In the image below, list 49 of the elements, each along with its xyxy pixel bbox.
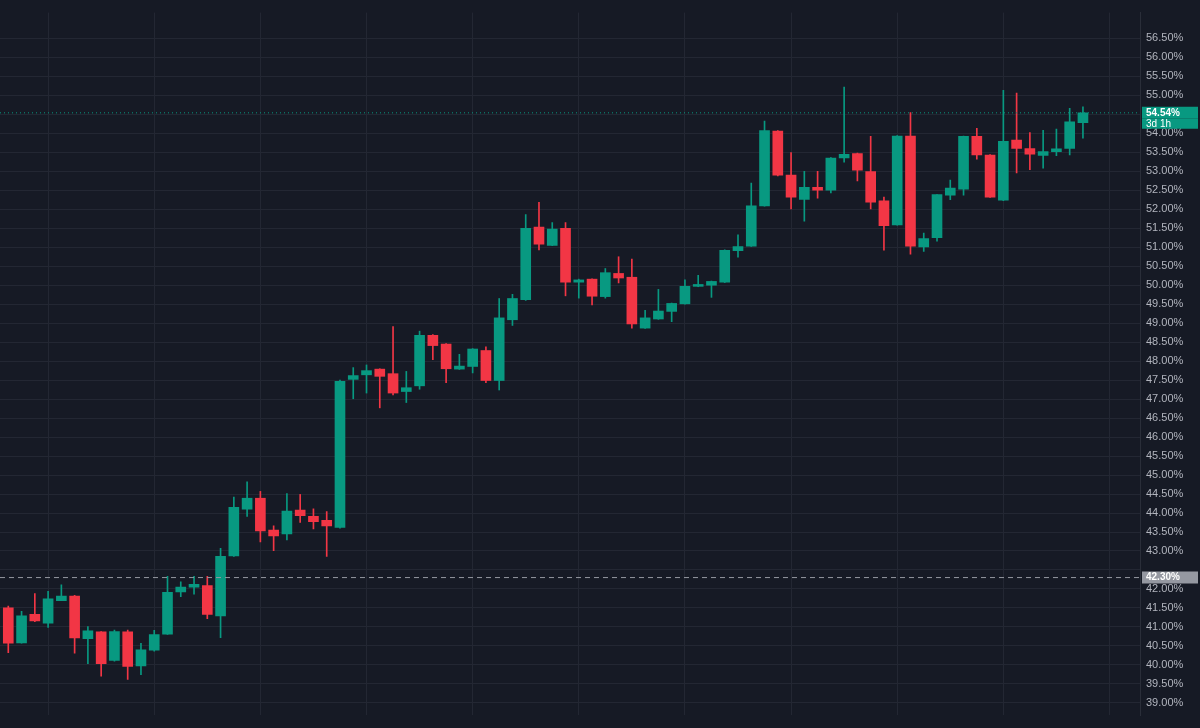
- y-tick-label: 47.50%: [1146, 373, 1184, 386]
- y-tick-label: 46.00%: [1146, 430, 1184, 443]
- y-tick-label: 48.00%: [1146, 354, 1184, 367]
- y-tick-label: 51.00%: [1146, 240, 1184, 253]
- y-tick-label: 50.00%: [1146, 278, 1184, 291]
- candlestick: [294, 494, 306, 523]
- y-tick-label: 48.50%: [1146, 335, 1184, 348]
- y-tick-label: 41.50%: [1146, 600, 1184, 613]
- y-tick-label: 50.50%: [1146, 259, 1184, 272]
- y-tick-label: 45.50%: [1146, 449, 1184, 462]
- y-tick-label: 47.00%: [1146, 392, 1184, 405]
- candlestick: [400, 371, 412, 403]
- y-tick-label: 54.00%: [1146, 126, 1184, 139]
- y-tick-label: 44.50%: [1146, 487, 1184, 500]
- candlestick: [29, 593, 41, 622]
- y-tick-label: 52.50%: [1146, 183, 1184, 196]
- y-tick-label: 44.00%: [1146, 506, 1184, 519]
- y-tick-label: 53.50%: [1146, 145, 1184, 158]
- y-tick-label: 49.00%: [1146, 316, 1184, 329]
- y-tick-label: 46.50%: [1146, 411, 1184, 424]
- y-tick-label: 45.00%: [1146, 468, 1184, 481]
- y-tick-label: 55.00%: [1146, 88, 1184, 101]
- y-tick-label: 40.50%: [1146, 638, 1184, 651]
- candlestick: [82, 626, 94, 665]
- y-tick-label: 41.00%: [1146, 619, 1184, 632]
- y-tick-label: 56.00%: [1146, 50, 1184, 63]
- candlestick: [1024, 132, 1036, 171]
- y-tick-label: 43.50%: [1146, 525, 1184, 538]
- candlestick: [321, 511, 333, 557]
- text: 3d 1h: [1146, 117, 1172, 129]
- y-tick-label: 51.50%: [1146, 221, 1184, 234]
- y-tick-label: 56.50%: [1146, 31, 1184, 44]
- y-tick-label: 43.00%: [1146, 544, 1184, 557]
- candlestick: [347, 367, 359, 400]
- ref-line-label: 42.30%: [1146, 571, 1181, 583]
- candlestick: [374, 368, 386, 409]
- candlestick: [692, 275, 704, 288]
- candlestick: [573, 278, 585, 299]
- y-tick-label: 39.50%: [1146, 676, 1184, 689]
- ref-line-label: 54.54%: [1146, 106, 1181, 118]
- candlestick: [732, 234, 744, 258]
- y-tick-label: 55.50%: [1146, 69, 1184, 82]
- y-tick-label: 39.00%: [1146, 695, 1184, 708]
- y-tick-label: 52.00%: [1146, 202, 1184, 215]
- y-tick-label: 40.00%: [1146, 657, 1184, 670]
- candlestick: [1037, 129, 1049, 169]
- y-tick-label: 49.50%: [1146, 297, 1184, 310]
- y-tick-label: 42.00%: [1146, 582, 1184, 594]
- y-tick-label: 53.00%: [1146, 164, 1184, 177]
